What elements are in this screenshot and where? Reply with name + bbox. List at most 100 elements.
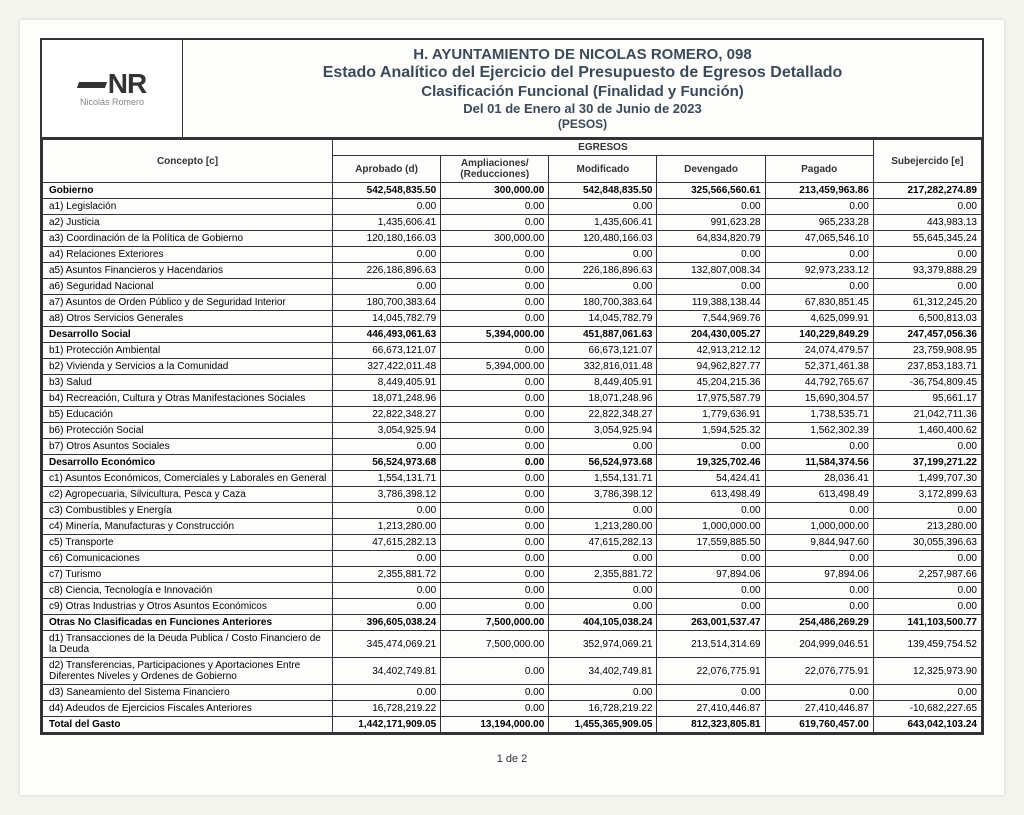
value-cell: 0.00 <box>441 455 549 471</box>
table-row: d4) Adeudos de Ejercicios Fiscales Anter… <box>43 701 982 717</box>
value-cell: 7,544,969.76 <box>657 311 765 327</box>
value-cell: 12,325,973.90 <box>873 658 981 685</box>
table-row: a7) Asuntos de Orden Público y de Seguri… <box>43 295 982 311</box>
value-cell: 0.00 <box>873 279 981 295</box>
value-cell: 132,807,008.34 <box>657 263 765 279</box>
value-cell: 0.00 <box>441 423 549 439</box>
table-row: a8) Otros Servicios Generales14,045,782.… <box>43 311 982 327</box>
value-cell: 67,830,851.45 <box>765 295 873 311</box>
value-cell: 55,645,345.24 <box>873 231 981 247</box>
concept-cell: a8) Otros Servicios Generales <box>43 311 333 327</box>
value-cell: -36,754,809.45 <box>873 375 981 391</box>
value-cell: 226,186,896.63 <box>333 263 441 279</box>
logo-subtext: Nicolás Romero <box>78 98 146 106</box>
table-row: Gobierno542,548,835.50300,000.00542,848,… <box>43 183 982 199</box>
col-modificado: Modificado <box>549 156 657 183</box>
value-cell: 332,816,011.48 <box>549 359 657 375</box>
concept-cell: a7) Asuntos de Orden Público y de Seguri… <box>43 295 333 311</box>
value-cell: 0.00 <box>657 199 765 215</box>
value-cell: 5,394,000.00 <box>441 359 549 375</box>
value-cell: 64,834,820.79 <box>657 231 765 247</box>
value-cell: 0.00 <box>441 551 549 567</box>
value-cell: 0.00 <box>441 199 549 215</box>
value-cell: 0.00 <box>873 247 981 263</box>
table-row: Desarrollo Social446,493,061.635,394,000… <box>43 327 982 343</box>
value-cell: 0.00 <box>441 279 549 295</box>
value-cell: 56,524,973.68 <box>333 455 441 471</box>
page: NR Nicolás Romero H. AYUNTAMIENTO DE NIC… <box>20 20 1004 795</box>
value-cell: 13,194,000.00 <box>441 717 549 733</box>
value-cell: 0.00 <box>441 567 549 583</box>
value-cell: 45,204,215.36 <box>657 375 765 391</box>
value-cell: 56,524,973.68 <box>549 455 657 471</box>
value-cell: 1,455,365,909.05 <box>549 717 657 733</box>
value-cell: 1,213,280.00 <box>333 519 441 535</box>
value-cell: 542,848,835.50 <box>549 183 657 199</box>
value-cell: 44,792,765.67 <box>765 375 873 391</box>
concept-cell: a1) Legislación <box>43 199 333 215</box>
value-cell: 613,498.49 <box>657 487 765 503</box>
table-row: c1) Asuntos Económicos, Comerciales y La… <box>43 471 982 487</box>
value-cell: 140,229,849.29 <box>765 327 873 343</box>
value-cell: 446,493,061.63 <box>333 327 441 343</box>
value-cell: 0.00 <box>873 685 981 701</box>
value-cell: 7,500,000.00 <box>441 615 549 631</box>
value-cell: 3,786,398.12 <box>333 487 441 503</box>
value-cell: 263,001,537.47 <box>657 615 765 631</box>
value-cell: -10,682,227.65 <box>873 701 981 717</box>
value-cell: 23,759,908.95 <box>873 343 981 359</box>
concept-cell: a6) Seguridad Nacional <box>43 279 333 295</box>
value-cell: 404,105,038.24 <box>549 615 657 631</box>
value-cell: 300,000.00 <box>441 183 549 199</box>
value-cell: 0.00 <box>549 685 657 701</box>
value-cell: 0.00 <box>657 503 765 519</box>
value-cell: 0.00 <box>441 263 549 279</box>
value-cell: 5,394,000.00 <box>441 327 549 343</box>
title-line1: H. AYUNTAMIENTO DE NICOLAS ROMERO, 098 <box>187 46 978 63</box>
table-row: a6) Seguridad Nacional0.000.000.000.000.… <box>43 279 982 295</box>
value-cell: 352,974,069.21 <box>549 631 657 658</box>
value-cell: 613,498.49 <box>765 487 873 503</box>
logo-cell: NR Nicolás Romero <box>42 40 183 137</box>
value-cell: 0.00 <box>549 551 657 567</box>
value-cell: 93,379,888.29 <box>873 263 981 279</box>
value-cell: 0.00 <box>765 247 873 263</box>
value-cell: 22,822,348.27 <box>549 407 657 423</box>
value-cell: 619,760,457.00 <box>765 717 873 733</box>
value-cell: 0.00 <box>873 583 981 599</box>
value-cell: 300,000.00 <box>441 231 549 247</box>
value-cell: 0.00 <box>873 551 981 567</box>
value-cell: 0.00 <box>333 551 441 567</box>
table-row: c8) Ciencia, Tecnología e Innovación0.00… <box>43 583 982 599</box>
value-cell: 0.00 <box>441 658 549 685</box>
value-cell: 1,442,171,909.05 <box>333 717 441 733</box>
value-cell: 0.00 <box>765 439 873 455</box>
value-cell: 254,486,269.29 <box>765 615 873 631</box>
value-cell: 22,822,348.27 <box>333 407 441 423</box>
value-cell: 180,700,383.64 <box>333 295 441 311</box>
value-cell: 213,280.00 <box>873 519 981 535</box>
table-row: b1) Protección Ambiental66,673,121.070.0… <box>43 343 982 359</box>
value-cell: 0.00 <box>549 279 657 295</box>
concept-cell: a5) Asuntos Financieros y Hacendarios <box>43 263 333 279</box>
concept-cell: d3) Saneamiento del Sistema Financiero <box>43 685 333 701</box>
concept-cell: b4) Recreación, Cultura y Otras Manifest… <box>43 391 333 407</box>
value-cell: 97,894.06 <box>765 567 873 583</box>
budget-table: Concepto [c] EGRESOS Subejercido [e] Apr… <box>42 139 982 733</box>
value-cell: 0.00 <box>333 279 441 295</box>
col-concepto: Concepto [c] <box>43 140 333 183</box>
value-cell: 204,999,046.51 <box>765 631 873 658</box>
value-cell: 0.00 <box>441 519 549 535</box>
value-cell: 0.00 <box>873 503 981 519</box>
value-cell: 327,422,011.48 <box>333 359 441 375</box>
value-cell: 0.00 <box>333 439 441 455</box>
table-row: a3) Coordinación de la Política de Gobie… <box>43 231 982 247</box>
title-line5: (PESOS) <box>187 117 978 131</box>
value-cell: 0.00 <box>549 247 657 263</box>
value-cell: 1,554,131.71 <box>549 471 657 487</box>
value-cell: 1,460,400.62 <box>873 423 981 439</box>
value-cell: 0.00 <box>333 503 441 519</box>
value-cell: 1,499,707.30 <box>873 471 981 487</box>
value-cell: 141,103,500.77 <box>873 615 981 631</box>
value-cell: 16,728,219.22 <box>333 701 441 717</box>
